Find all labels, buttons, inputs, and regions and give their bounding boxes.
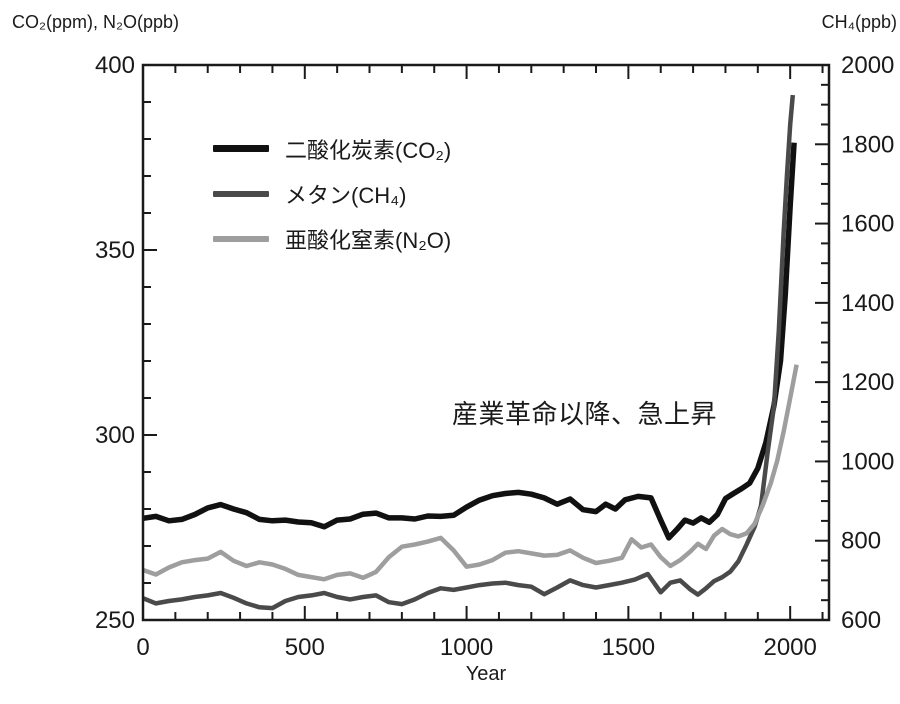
right-y-tick-label: 600 <box>841 607 881 634</box>
right-y-tick-label: 1200 <box>841 369 894 396</box>
left-y-tick-label: 400 <box>95 52 135 79</box>
x-axis-label: Year <box>465 663 507 685</box>
tick-labels: 0 500 1000 1500 2000 250 300 350 400 600 800 1000 12… <box>95 52 894 661</box>
plot-border <box>141 63 831 622</box>
right-y-tick-label: 1600 <box>841 211 894 238</box>
x-tick-label: 2000 <box>763 634 816 661</box>
left-axis-title: CO₂(ppm), N₂O(ppb) <box>12 12 180 32</box>
x-tick-label: 1000 <box>440 634 493 661</box>
x-tick-label: 1500 <box>602 634 655 661</box>
n2o-line <box>142 364 799 582</box>
x-tick-label: 500 <box>285 634 325 661</box>
n2o-line-swatch <box>213 235 269 242</box>
legend: 二酸化炭素(CO₂) メタン(CH₄) 亜酸化窒素(N₂O) <box>213 126 513 261</box>
legend-label-n2o: 亜酸化窒素(N₂O) <box>285 227 452 253</box>
left-y-tick-label: 350 <box>95 237 135 264</box>
right-y-tick-label: 800 <box>841 528 881 555</box>
co2-line <box>142 142 797 541</box>
left-y-tick-label: 250 <box>95 607 135 634</box>
right-y-tick-label: 1800 <box>841 131 894 158</box>
right-y-tick-label: 2000 <box>841 52 894 79</box>
legend-item-co2: 二酸化炭素(CO₂) <box>213 126 513 171</box>
co2-line-swatch <box>213 145 269 152</box>
ch4-line-swatch <box>213 190 269 197</box>
legend-label-co2: 二酸化炭素(CO₂) <box>285 137 452 163</box>
ch4-line <box>142 94 796 611</box>
left-y-tick-label: 300 <box>95 422 135 449</box>
right-axis-title: CH₄(ppb) <box>821 12 897 32</box>
legend-label-ch4: メタン(CH₄) <box>285 182 407 208</box>
legend-item-n2o: 亜酸化窒素(N₂O) <box>213 216 513 261</box>
right-y-tick-label: 1400 <box>841 290 894 317</box>
right-y-tick-label: 1000 <box>841 448 894 475</box>
data-series <box>142 94 799 611</box>
legend-item-ch4: メタン(CH₄) <box>213 171 513 216</box>
industrial-revolution-annotation: 産業革命以降、急上昇 <box>452 399 718 429</box>
x-tick-label: 0 <box>136 634 149 661</box>
